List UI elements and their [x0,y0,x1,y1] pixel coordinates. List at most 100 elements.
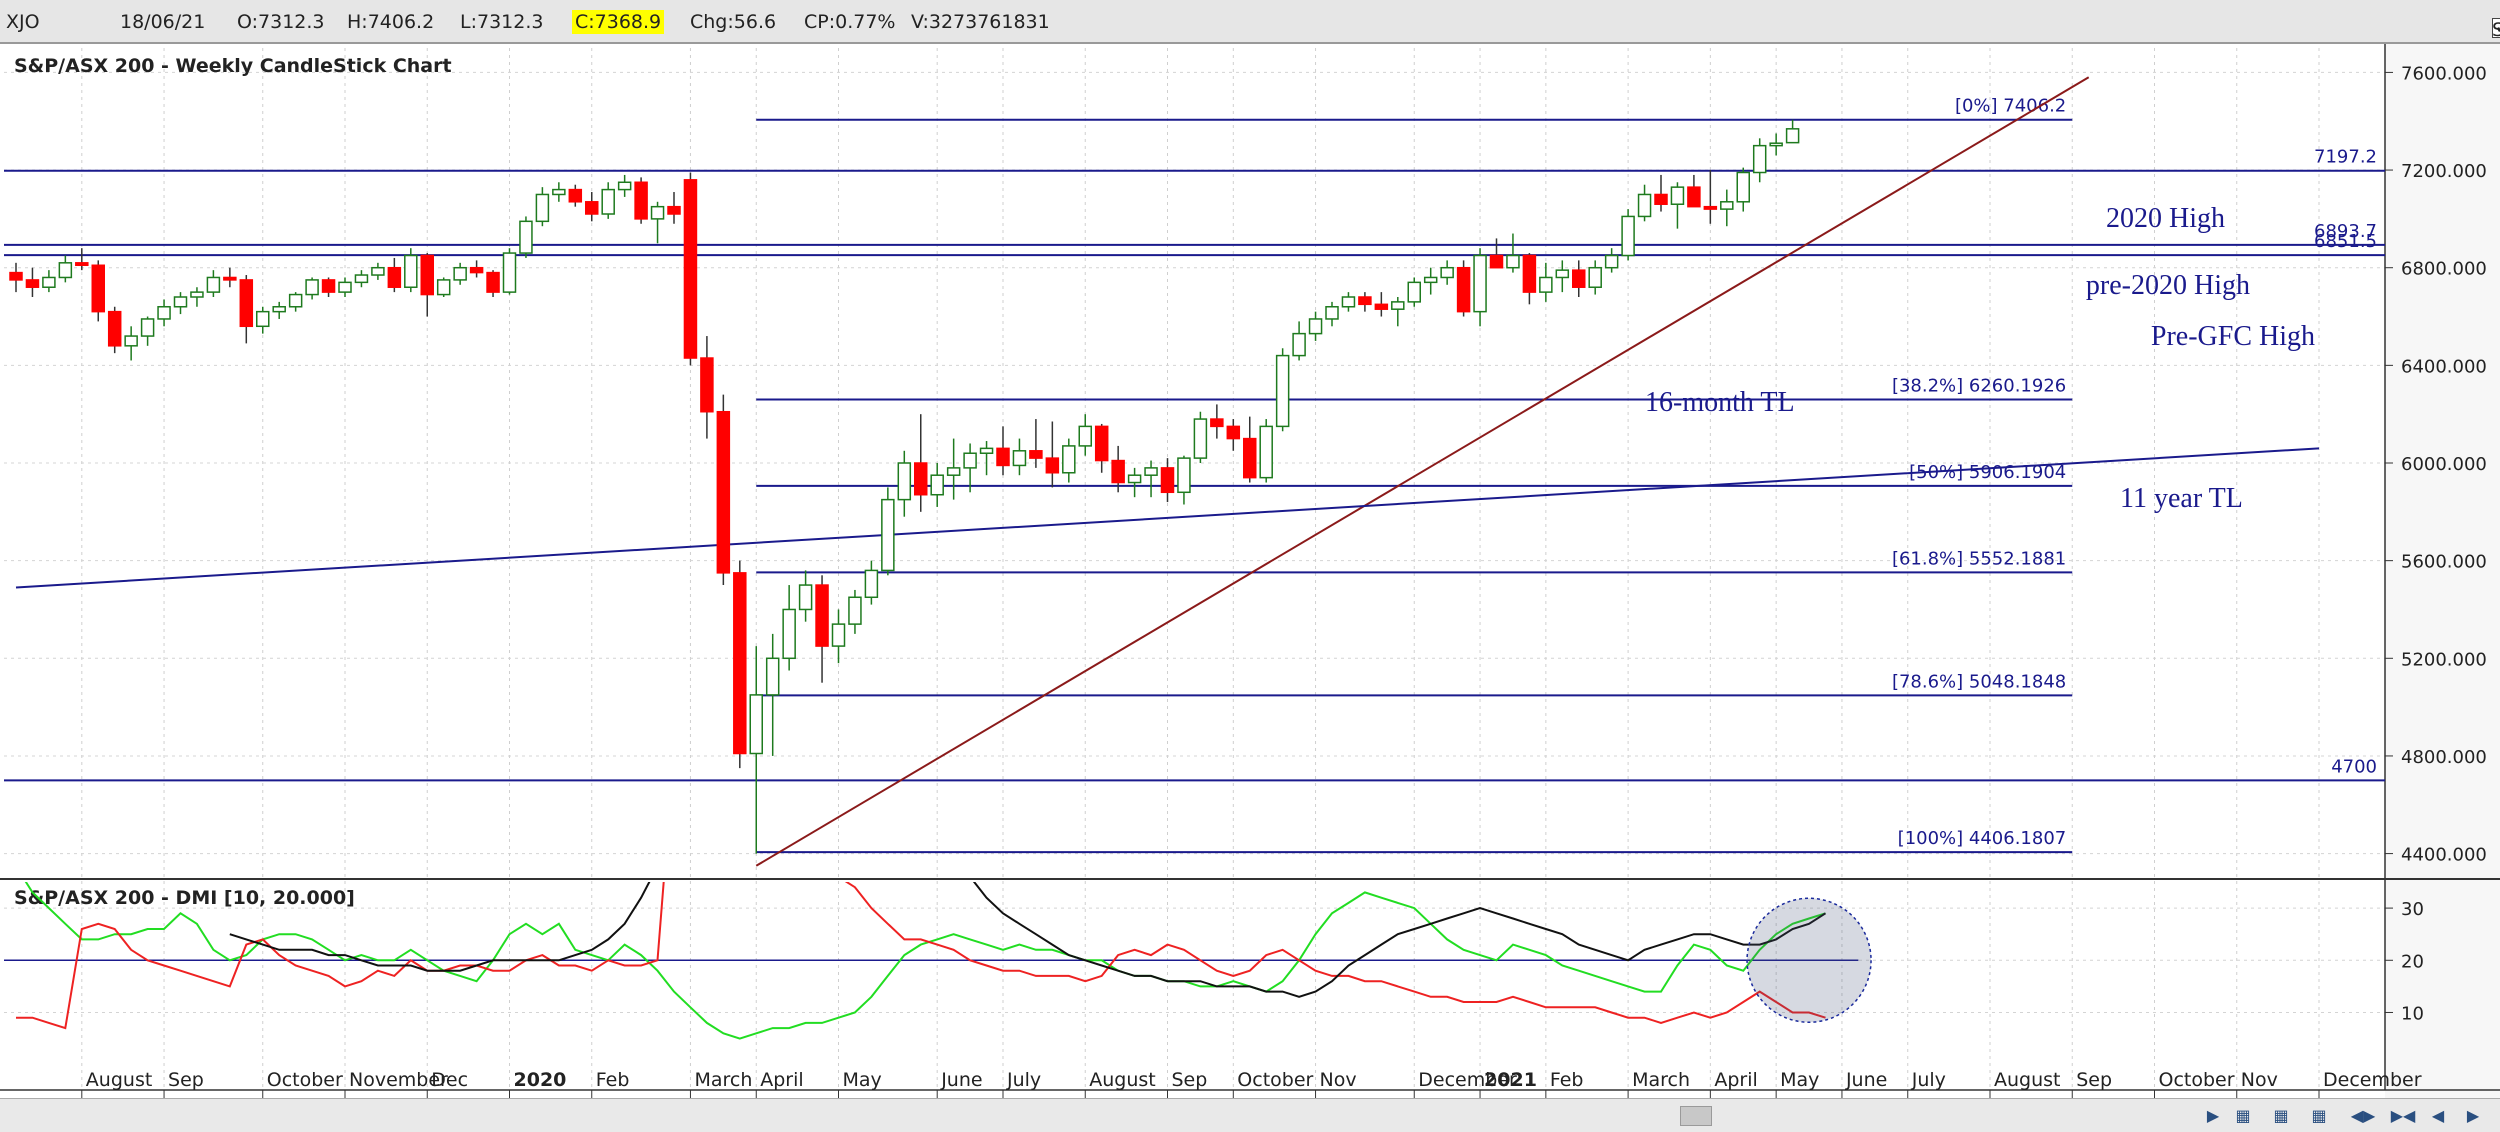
candle-body [502,252,517,293]
checkbox-check-icon: ✔ [2492,18,2500,38]
zoom-out-icon[interactable]: ▦ [2273,1106,2289,1125]
candle-body [716,410,731,574]
candle-body [1785,128,1800,144]
candle-body [963,452,977,469]
candle-body [305,279,319,296]
prev-icon[interactable]: ◀ [2431,1106,2445,1125]
candle-body [25,279,40,288]
zoom-in-icon[interactable]: ▦ [2235,1106,2251,1125]
close-label: C:7368.9 [572,10,665,34]
next-icon[interactable]: ▶ [2466,1106,2480,1125]
candle-body [1736,171,1750,203]
candle-body [1193,418,1208,459]
candle-body [1769,142,1783,147]
candle-body [1275,354,1290,428]
y-tick-label: 5600.000 [2401,552,2487,573]
candle-body [1752,144,1767,174]
candle-body [700,357,714,413]
y-tick-label: 7200.000 [2401,161,2487,182]
x-tick-label: July [1911,1069,1946,1091]
scrollbar-thumb[interactable] [1680,1106,1712,1126]
x-tick-label: May [843,1069,882,1091]
candle-body [1094,425,1109,462]
candle-body [519,220,533,254]
dmi-y-tick-label: 20 [2401,951,2424,972]
candle-body [239,279,254,328]
open-label: O:7312.3 [237,11,325,33]
candle-body [798,584,813,611]
candle-body [1341,296,1356,308]
candle-body [486,271,500,293]
chart-area: [0%] 7406.2 [38.2%] 6260.1926 [50%] 5906.1… [0,44,2500,1098]
candle-body [321,279,336,293]
candle-body [157,306,171,320]
candle-body [1522,254,1537,293]
candle-body [1604,254,1619,269]
candle-body [1489,254,1504,269]
candle-body [815,584,829,647]
y-tick-label: 6800.000 [2401,259,2487,280]
level-label: 6851.5 [2314,231,2377,252]
candle-body [1029,450,1043,459]
x-tick-label: Dec [431,1069,468,1091]
y-tick-label: 4400.000 [2401,845,2487,866]
candle-body [453,266,467,281]
dmi-line-minus_di [16,882,1826,1030]
candle-body [765,657,780,696]
low-label: L:7312.3 [460,11,544,33]
dmi-series [16,882,1827,1040]
candle-body [650,205,665,220]
x-tick-label: April [760,1069,803,1091]
candle-body [338,281,352,293]
candle-body [552,188,566,196]
candle-body [1621,215,1635,257]
candle-body [1177,457,1191,494]
candle-body [996,447,1010,467]
candle-body [1407,281,1421,303]
info-bar: XJO 18/06/21 O:7312.3 H:7406.2 L:7312.3 … [0,0,2500,65]
symbol-label: XJO [6,11,40,33]
x-tick-label: March [694,1069,752,1091]
candle-body [1062,445,1076,474]
x-tick-label: October [267,1069,343,1091]
annotation-label: 11 year TL [2120,483,2243,514]
candle-body [1358,296,1372,306]
x-tick-label: April [1714,1069,1757,1091]
last-icon[interactable]: ▶◀ [2390,1106,2416,1125]
x-tick-label: June [1845,1069,1887,1091]
candle-body [223,276,237,281]
candle-body [1720,201,1734,210]
level-label: 7197.2 [2314,147,2377,168]
dmi-y-tick-label: 30 [2401,899,2424,920]
candle-body [1423,276,1438,284]
candle-body [1654,193,1668,205]
x-tick-label: Sep [168,1069,204,1091]
candle-body [535,193,550,223]
x-tick-label: November [349,1069,448,1091]
dmi-y-tick-label: 10 [2401,1003,2424,1024]
x-tick-label: Feb [1550,1069,1584,1091]
candle-body [914,462,928,496]
candles [9,119,1800,854]
candle-body [749,694,763,755]
candle-body [979,447,994,454]
dmi-chart-title: S&P/ASX 200 - DMI [10, 20.000] [14,887,355,909]
grid [4,48,2385,1090]
candle-body [1637,193,1652,218]
candle-body [124,335,138,347]
trendline-11-year [15,447,2320,589]
zoom-fit-icon[interactable]: ▦ [2311,1106,2327,1125]
dmi-line-adx [229,882,1827,998]
x-tick-label: August [86,1069,153,1091]
candle-body [585,201,599,215]
level-label: 6893.7 [2314,221,2377,242]
y-tick-label: 5200.000 [2401,649,2487,670]
x-tick-label: March [1632,1069,1690,1091]
y-tick-label: 7600.000 [2401,63,2487,84]
candle-body [256,310,270,328]
candle-body [1259,425,1273,479]
scroll-right-icon[interactable]: ▶ [2206,1106,2220,1125]
x-tick-label: Nov [1320,1069,1357,1091]
first-icon[interactable]: ◀▶ [2350,1106,2376,1125]
x-tick-label: December [2323,1069,2422,1091]
